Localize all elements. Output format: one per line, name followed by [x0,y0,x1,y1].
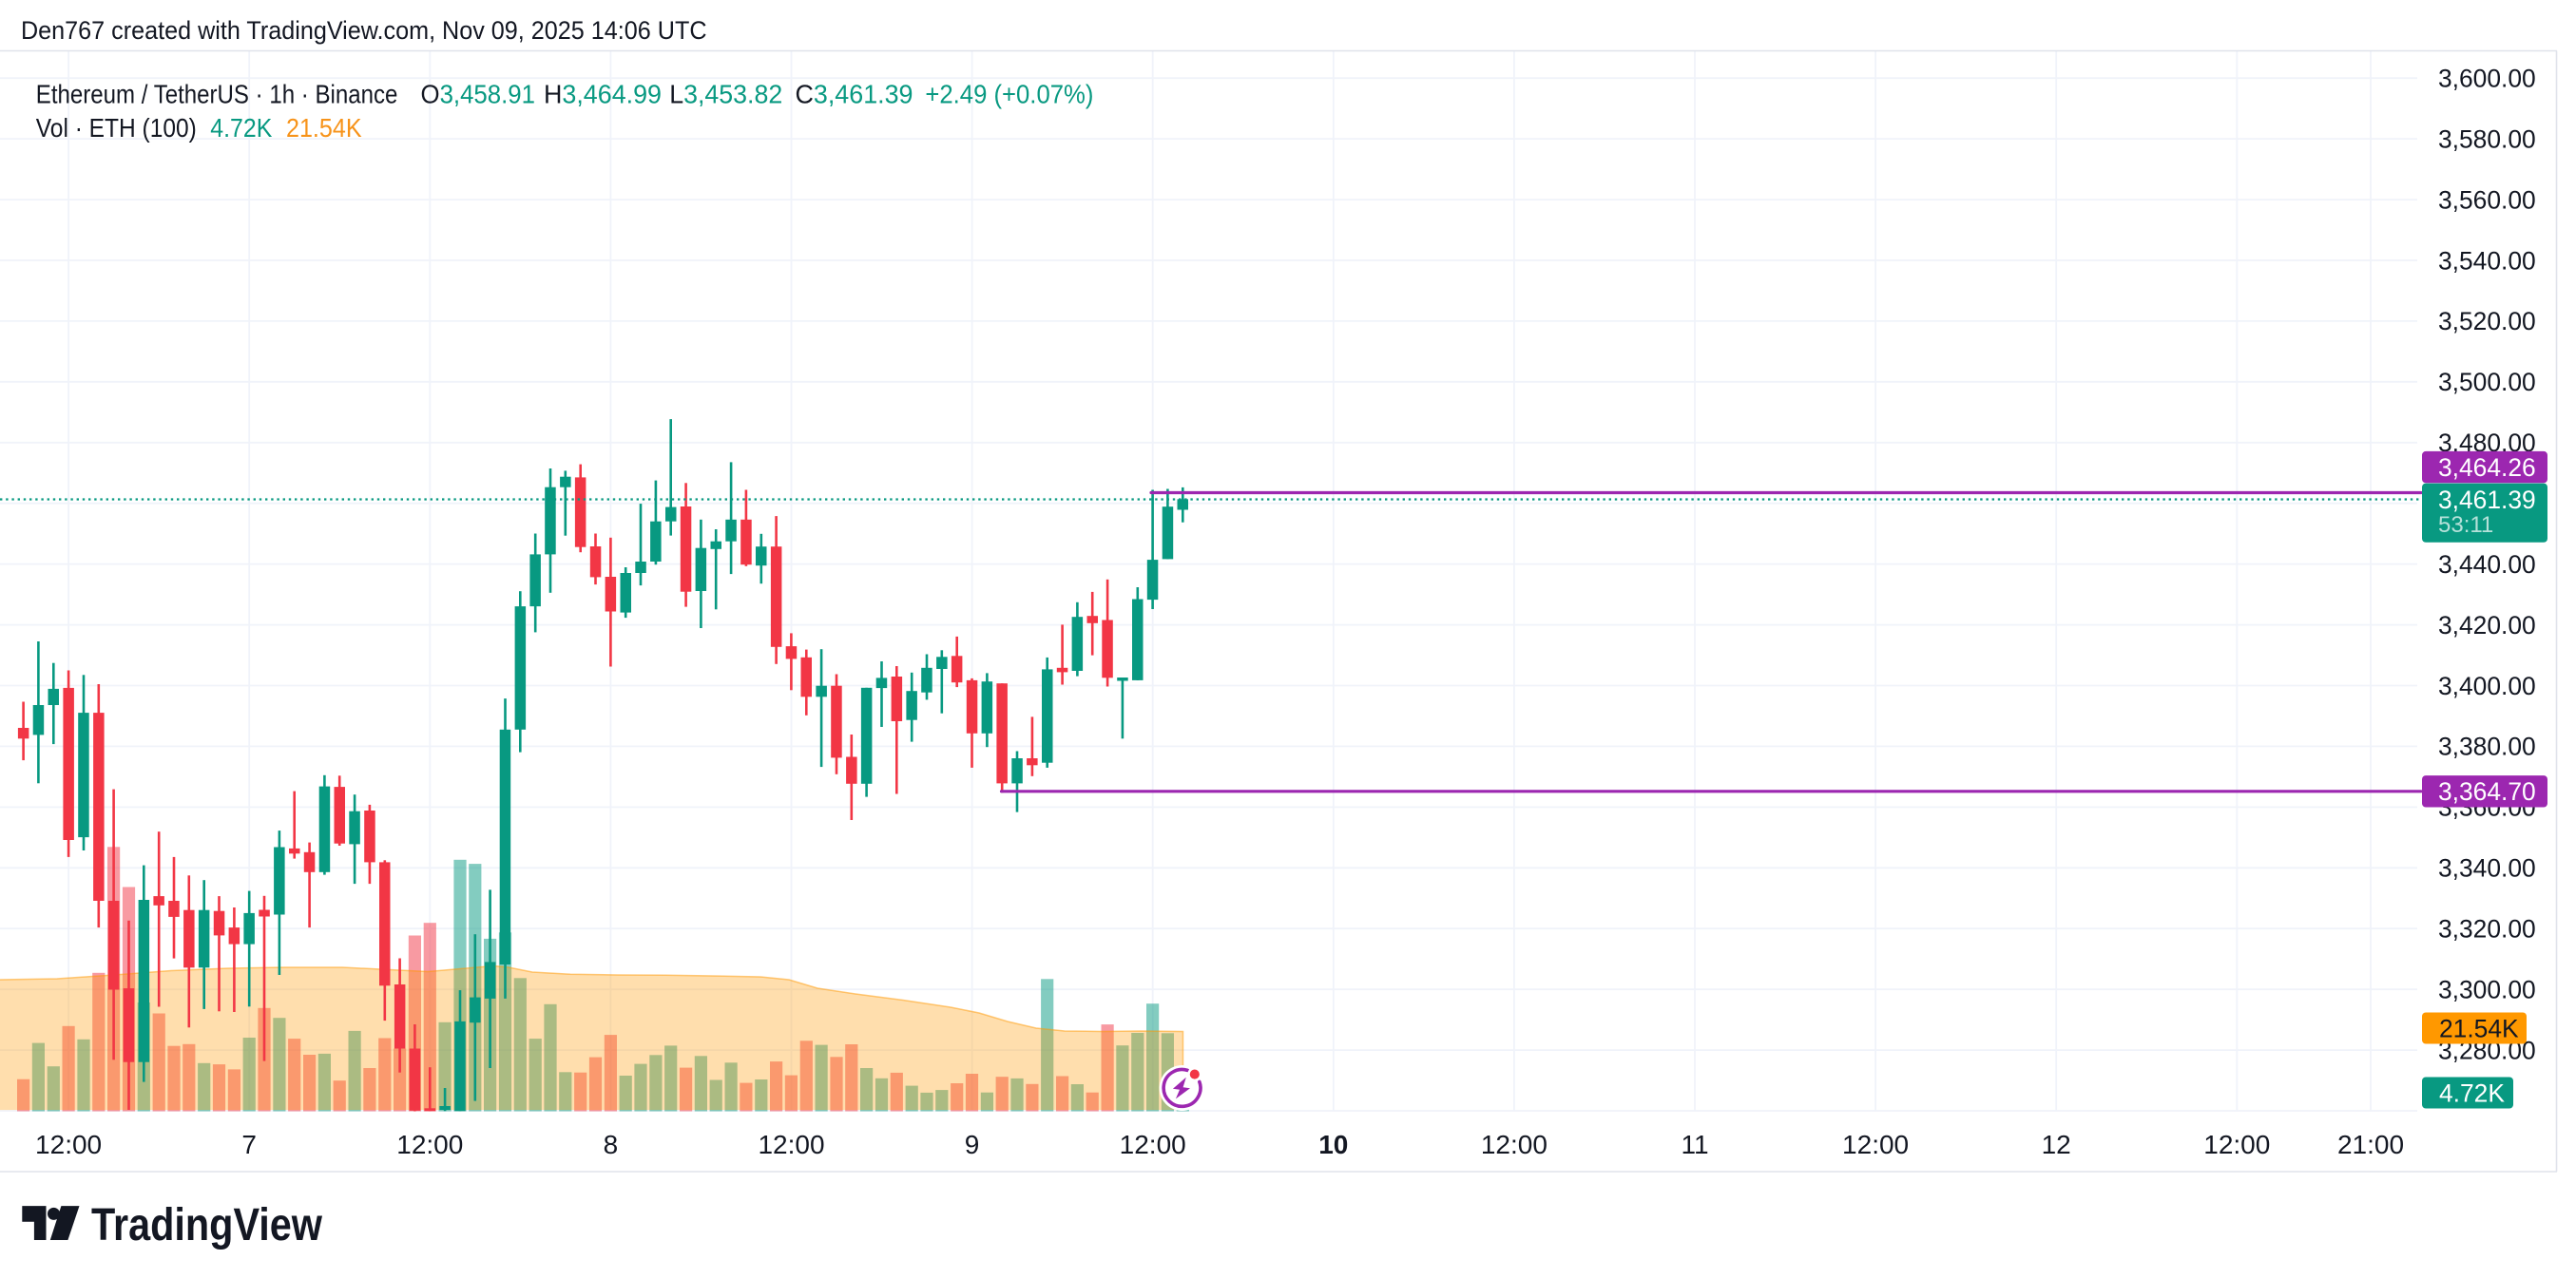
svg-text:3,540.00: 3,540.00 [2438,246,2536,275]
svg-text:3,380.00: 3,380.00 [2438,733,2536,761]
svg-text:C3,461.39: C3,461.39 [796,79,913,108]
svg-text:3,580.00: 3,580.00 [2438,124,2536,153]
svg-text:53:11: 53:11 [2438,512,2493,538]
svg-text:21.54K: 21.54K [286,113,362,143]
svg-text:Den767 created with TradingVie: Den767 created with TradingView.com, Nov… [21,16,707,45]
svg-text:12:00: 12:00 [1120,1130,1186,1159]
svg-text:7: 7 [241,1130,257,1159]
svg-text:12:00: 12:00 [1842,1130,1909,1159]
svg-text:3,420.00: 3,420.00 [2438,611,2536,640]
svg-text:3,464.26: 3,464.26 [2438,453,2536,482]
svg-text:12: 12 [2042,1130,2071,1159]
svg-text:+2.49 (+0.07%): +2.49 (+0.07%) [925,79,1093,108]
svg-text:3,500.00: 3,500.00 [2438,368,2536,396]
svg-text:Ethereum / TetherUS · 1h · Bin: Ethereum / TetherUS · 1h · Binance [36,79,398,108]
svg-text:3,461.39: 3,461.39 [2438,486,2536,514]
svg-text:21:00: 21:00 [2337,1130,2404,1159]
svg-text:H3,464.99: H3,464.99 [544,79,662,108]
svg-text:12:00: 12:00 [1481,1130,1548,1159]
svg-text:3,300.00: 3,300.00 [2438,976,2536,1004]
svg-text:3,520.00: 3,520.00 [2438,307,2536,335]
svg-text:4.72K: 4.72K [2439,1079,2505,1108]
svg-text:3,600.00: 3,600.00 [2438,65,2536,93]
svg-text:L3,453.82: L3,453.82 [669,79,782,108]
svg-text:10: 10 [1318,1130,1348,1159]
svg-text:3,320.00: 3,320.00 [2438,915,2536,944]
svg-text:3,560.00: 3,560.00 [2438,185,2536,214]
svg-text:9: 9 [965,1130,980,1159]
svg-text:4.72K: 4.72K [210,113,272,143]
svg-text:8: 8 [604,1130,619,1159]
svg-text:12:00: 12:00 [2203,1130,2270,1159]
svg-text:12:00: 12:00 [35,1130,102,1159]
svg-text:Vol · ETH (100): Vol · ETH (100) [36,113,197,143]
svg-text:12:00: 12:00 [758,1130,824,1159]
svg-text:3,440.00: 3,440.00 [2438,550,2536,579]
svg-text:O3,458.91: O3,458.91 [421,79,536,108]
svg-text:11: 11 [1681,1130,1708,1159]
svg-text:12:00: 12:00 [396,1130,463,1159]
svg-text:3,364.70: 3,364.70 [2438,777,2536,806]
svg-text:TradingView: TradingView [91,1200,323,1250]
svg-text:21.54K: 21.54K [2439,1015,2519,1043]
svg-text:3,400.00: 3,400.00 [2438,672,2536,700]
svg-text:3,340.00: 3,340.00 [2438,854,2536,883]
